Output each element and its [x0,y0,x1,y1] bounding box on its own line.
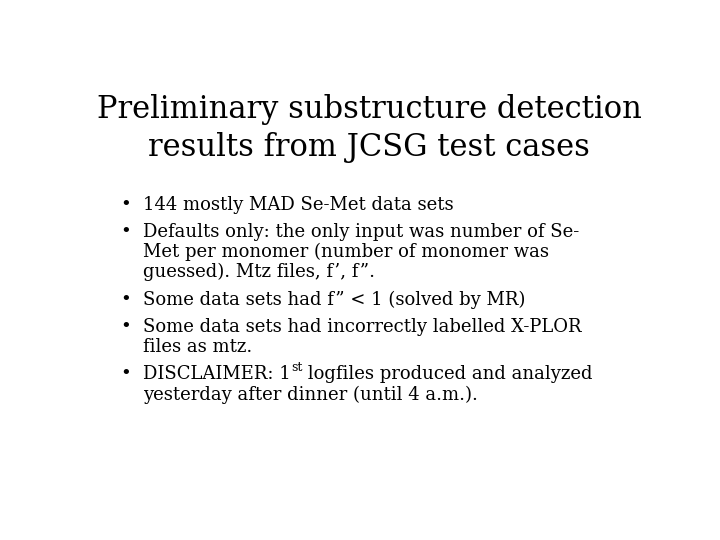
Text: •: • [121,291,132,308]
Text: •: • [121,223,132,241]
Text: •: • [121,196,132,214]
Text: yesterday after dinner (until 4 a.m.).: yesterday after dinner (until 4 a.m.). [143,386,478,403]
Text: Defaults only: the only input was number of Se-: Defaults only: the only input was number… [143,223,580,241]
Text: files as mtz.: files as mtz. [143,338,252,356]
Text: logfiles produced and analyzed: logfiles produced and analyzed [302,366,593,383]
Text: DISCLAIMER: 1: DISCLAIMER: 1 [143,366,291,383]
Text: st: st [291,361,302,374]
Text: Some data sets had incorrectly labelled X-PLOR: Some data sets had incorrectly labelled … [143,318,582,336]
Text: •: • [121,366,132,383]
Text: Met per monomer (number of monomer was: Met per monomer (number of monomer was [143,243,549,261]
Text: •: • [121,318,132,336]
Text: Preliminary substructure detection
results from JCSG test cases: Preliminary substructure detection resul… [96,94,642,163]
Text: 144 mostly MAD Se-Met data sets: 144 mostly MAD Se-Met data sets [143,196,454,214]
Text: guessed). Mtz files, f’, f”.: guessed). Mtz files, f’, f”. [143,263,375,281]
Text: Some data sets had f” < 1 (solved by MR): Some data sets had f” < 1 (solved by MR) [143,291,526,309]
